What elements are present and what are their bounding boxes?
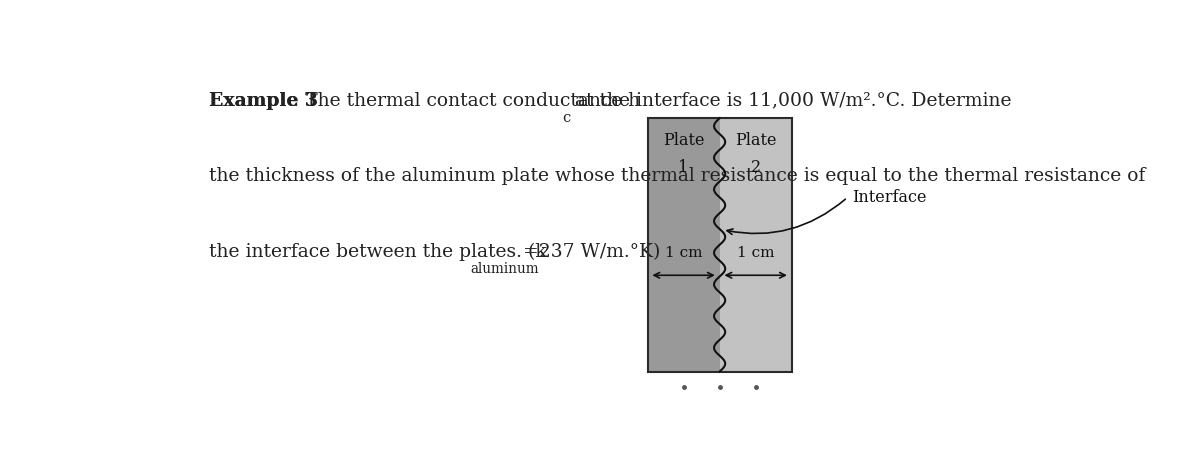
Text: Interface: Interface <box>852 189 926 206</box>
Text: : The thermal contact conductance h: : The thermal contact conductance h <box>293 92 641 110</box>
Bar <box>648 118 720 372</box>
Text: the interface between the plates. (k: the interface between the plates. (k <box>209 243 546 261</box>
Text: at the interface is 11,000 W/m².°C. Determine: at the interface is 11,000 W/m².°C. Dete… <box>569 92 1012 110</box>
Text: 1: 1 <box>678 159 689 176</box>
Text: Plate: Plate <box>662 132 704 149</box>
Bar <box>648 118 792 372</box>
Text: 2: 2 <box>751 159 761 176</box>
Text: 1 cm: 1 cm <box>737 246 774 260</box>
Text: 1 cm: 1 cm <box>665 246 702 260</box>
Text: Example 3: Example 3 <box>209 92 318 110</box>
Text: the thickness of the aluminum plate whose thermal resistance is equal to the the: the thickness of the aluminum plate whos… <box>209 167 1145 186</box>
Text: =237 W/m.°K): =237 W/m.°K) <box>523 243 661 261</box>
Text: c: c <box>562 111 570 125</box>
Text: aluminum: aluminum <box>470 262 539 276</box>
Text: Plate: Plate <box>734 132 776 149</box>
Text: Example 3: Example 3 <box>209 92 318 110</box>
Bar <box>720 118 792 372</box>
